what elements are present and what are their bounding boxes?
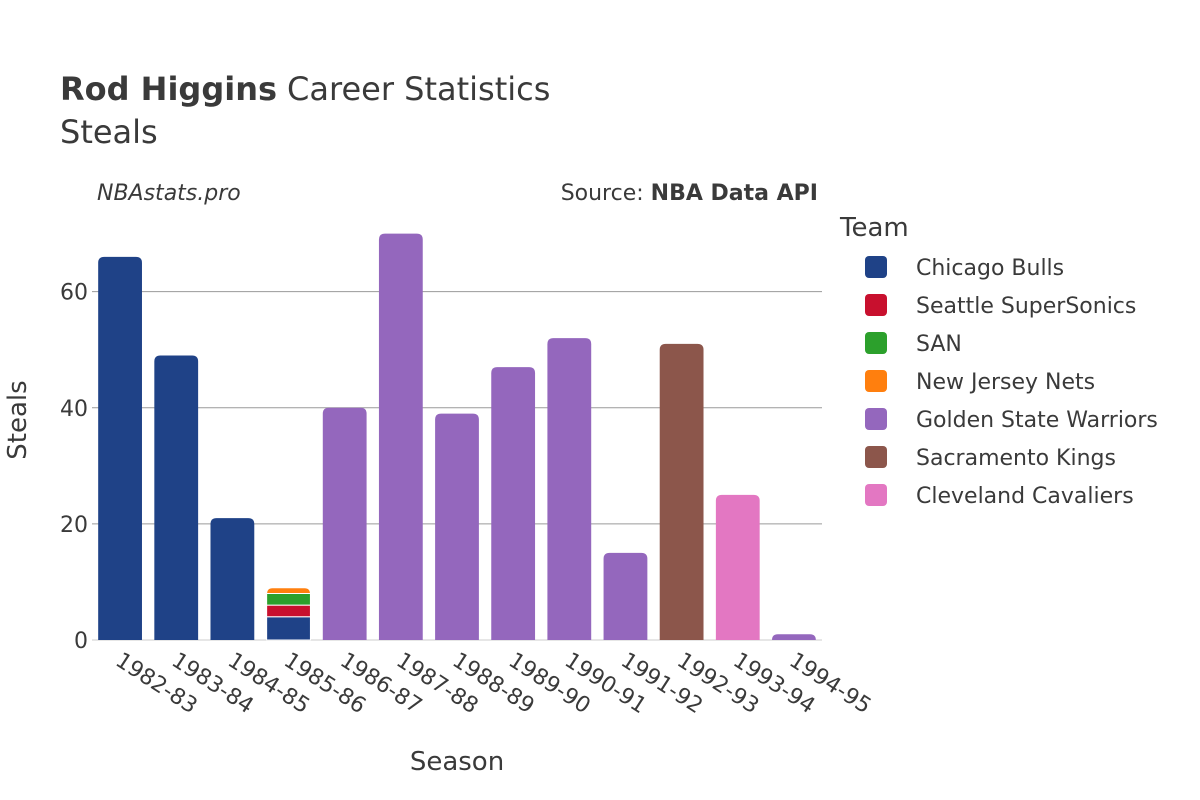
legend-item[interactable]: Chicago Bulls [865,256,1064,281]
y-tick-label: 0 [74,629,88,654]
legend-item[interactable]: Cleveland Cavaliers [865,484,1134,509]
legend-swatch [865,484,887,506]
legend-label: Cleveland Cavaliers [916,484,1134,509]
bar-segment [491,367,536,640]
bar-segment [322,407,367,640]
y-tick-labels: 0 20 40 60 [60,281,88,654]
legend-swatch [865,446,887,468]
legend-swatch [865,256,887,278]
source-value: NBA Data API [651,181,818,206]
bar-segment [266,604,311,618]
legend-label: New Jersey Nets [916,370,1095,395]
bar-segment [154,355,199,640]
legend-label: Chicago Bulls [916,256,1064,281]
bar-segment [266,587,311,595]
legend-swatch [865,294,887,316]
chart-title-player: Rod Higgins [60,70,277,108]
bar-segment [435,413,479,640]
bar-segment [715,494,760,640]
chart-title: Rod Higgins Career Statistics [60,70,550,108]
bar-segment [659,343,704,640]
x-tick-labels: 1982-831983-841984-851985-861986-871987-… [111,648,876,719]
legend-label: Golden State Warriors [916,408,1158,433]
legend-item[interactable]: Sacramento Kings [865,446,1116,471]
bar-segment [772,634,816,640]
legend-item[interactable]: Seattle SuperSonics [865,294,1136,319]
bars [98,233,816,641]
legend-label: Sacramento Kings [916,446,1116,471]
bar-segment [98,256,142,640]
bar-segment [266,616,311,641]
legend-label: Seattle SuperSonics [916,294,1136,319]
legend: Team Chicago Bulls Seattle SuperSonics SAN… [839,213,1158,509]
legend-item[interactable]: New Jersey Nets [865,370,1095,395]
legend-item[interactable]: SAN [865,332,962,357]
source-credit: Source: NBA Data API [561,181,818,206]
legend-title: Team [839,213,909,243]
y-tick-label: 40 [60,397,88,422]
legend-swatch [865,370,887,392]
site-watermark: NBAstats.pro [97,181,241,206]
chart-title-rest: Career Statistics [287,70,550,108]
legend-item[interactable]: Golden State Warriors [865,408,1158,433]
bar-segment [210,518,255,640]
y-axis-title: Steals [3,380,33,459]
source-label: Source: [561,181,651,206]
chart-subtitle: Steals [60,113,158,151]
legend-items: Chicago Bulls Seattle SuperSonics SAN New J… [865,256,1158,509]
x-axis-title: Season [410,747,504,777]
legend-swatch [865,332,887,354]
bar-segment [378,233,423,640]
bar-segment [603,552,648,640]
y-tick-label: 60 [60,281,88,306]
y-tick-label: 20 [60,513,88,538]
legend-label: SAN [916,332,962,357]
bar-segment [547,338,592,640]
bar-segment [266,593,311,606]
legend-swatch [865,408,887,430]
